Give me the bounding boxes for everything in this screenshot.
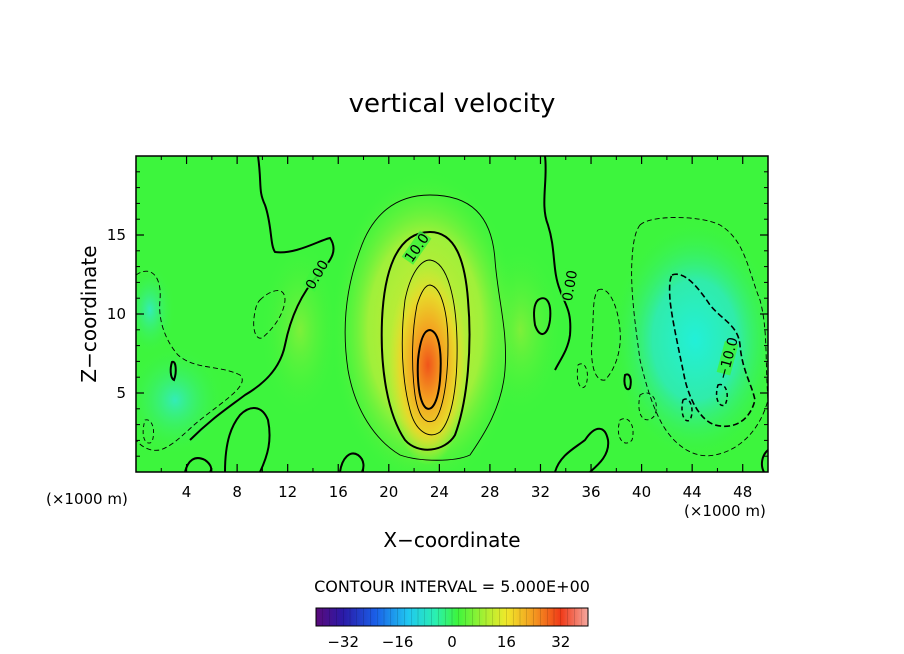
x-axis: 4 8 12 16 20 24 28 32 36 40 44 48 — [160, 156, 752, 501]
contour-label-bg — [401, 230, 432, 265]
x-tick-label: 40 — [632, 483, 651, 501]
colorbar-tick-label: 0 — [447, 633, 457, 651]
colorbar-gradient — [315, 607, 589, 627]
x-tick-label: 44 — [683, 483, 702, 501]
contour-20-updraft — [412, 284, 449, 422]
x-tick-label: 24 — [430, 483, 449, 501]
y-axis: 5 10 15 — [107, 171, 768, 457]
colorbar-tick-label: 16 — [497, 633, 516, 651]
chart-title: vertical velocity — [349, 89, 556, 119]
contour-zero-bottom-left — [224, 407, 271, 472]
contour-neg5-small-4 — [142, 419, 155, 444]
x-tick-label: 28 — [480, 483, 499, 501]
contour-neg5-small-2 — [638, 392, 657, 421]
weak-updraft-left — [260, 240, 340, 420]
contour-zero-right — [543, 156, 572, 371]
contour-neg5-right — [631, 217, 768, 457]
contour-30-updraft — [416, 328, 442, 410]
colorbar-tick-label: −32 — [327, 633, 359, 651]
y-axis-label: Z−coordinate — [77, 245, 101, 382]
contour-neg10-right — [668, 273, 756, 427]
contour-label-bg — [716, 340, 739, 376]
contour-zero-tiny — [623, 373, 632, 391]
colorbar: −32 −16 0 16 32 — [315, 607, 589, 651]
contour-interval-label: CONTOUR INTERVAL = 5.000E+00 — [314, 577, 590, 596]
contour-10-updraft — [380, 230, 471, 451]
y-tick-label: 10 — [107, 305, 126, 323]
y-tick-label: 5 — [116, 384, 126, 402]
contour-neg5-left — [136, 270, 243, 451]
downdraft-field-left-upper — [136, 265, 175, 355]
contour-zero-left — [189, 156, 335, 441]
x-tick-label: 4 — [182, 483, 192, 501]
contour-15-updraft — [401, 259, 458, 436]
contour-label: 0.00 — [560, 269, 581, 302]
x-tick-label: 8 — [232, 483, 242, 501]
downdraft-field-right — [610, 220, 768, 460]
contour-neg5-left-upper — [253, 290, 286, 339]
contour-zero-bottom-left-2 — [184, 457, 213, 472]
contour-label-bg — [302, 257, 331, 292]
contour-label-bg — [559, 268, 580, 303]
contour-zero-right-edge — [760, 449, 768, 472]
x-axis-label: X−coordinate — [383, 528, 520, 552]
x-unit-right: (×1000 m) — [684, 502, 766, 520]
x-tick-label: 48 — [733, 483, 752, 501]
x-tick-label: 20 — [379, 483, 398, 501]
contour-neg5-small-1 — [576, 363, 588, 389]
contour-neg10-small — [681, 398, 693, 422]
contour-zero-tiny-left — [169, 360, 177, 382]
x-unit-left: (×1000 m) — [46, 490, 128, 508]
x-tick-label: 32 — [531, 483, 550, 501]
contour-5-updraft — [344, 194, 506, 461]
contour-zero-bottom-mid — [339, 452, 365, 472]
x-tick-label: 36 — [581, 483, 600, 501]
contour-zero-small-right — [533, 297, 552, 335]
updraft-field-core — [388, 265, 468, 465]
colorbar-tick-label: −16 — [382, 633, 414, 651]
contour-neg5-mid-right — [591, 288, 621, 381]
contour-neg5-small-3 — [618, 418, 634, 444]
colorbar-tick-label: 32 — [551, 633, 570, 651]
x-tick-label: 16 — [329, 483, 348, 501]
x-tick-label: 12 — [278, 483, 297, 501]
plot-area: 10.00.00 0.00−10.0 — [136, 156, 768, 472]
y-tick-label: 15 — [107, 226, 126, 244]
contour-zero-bottom-right — [554, 427, 610, 472]
